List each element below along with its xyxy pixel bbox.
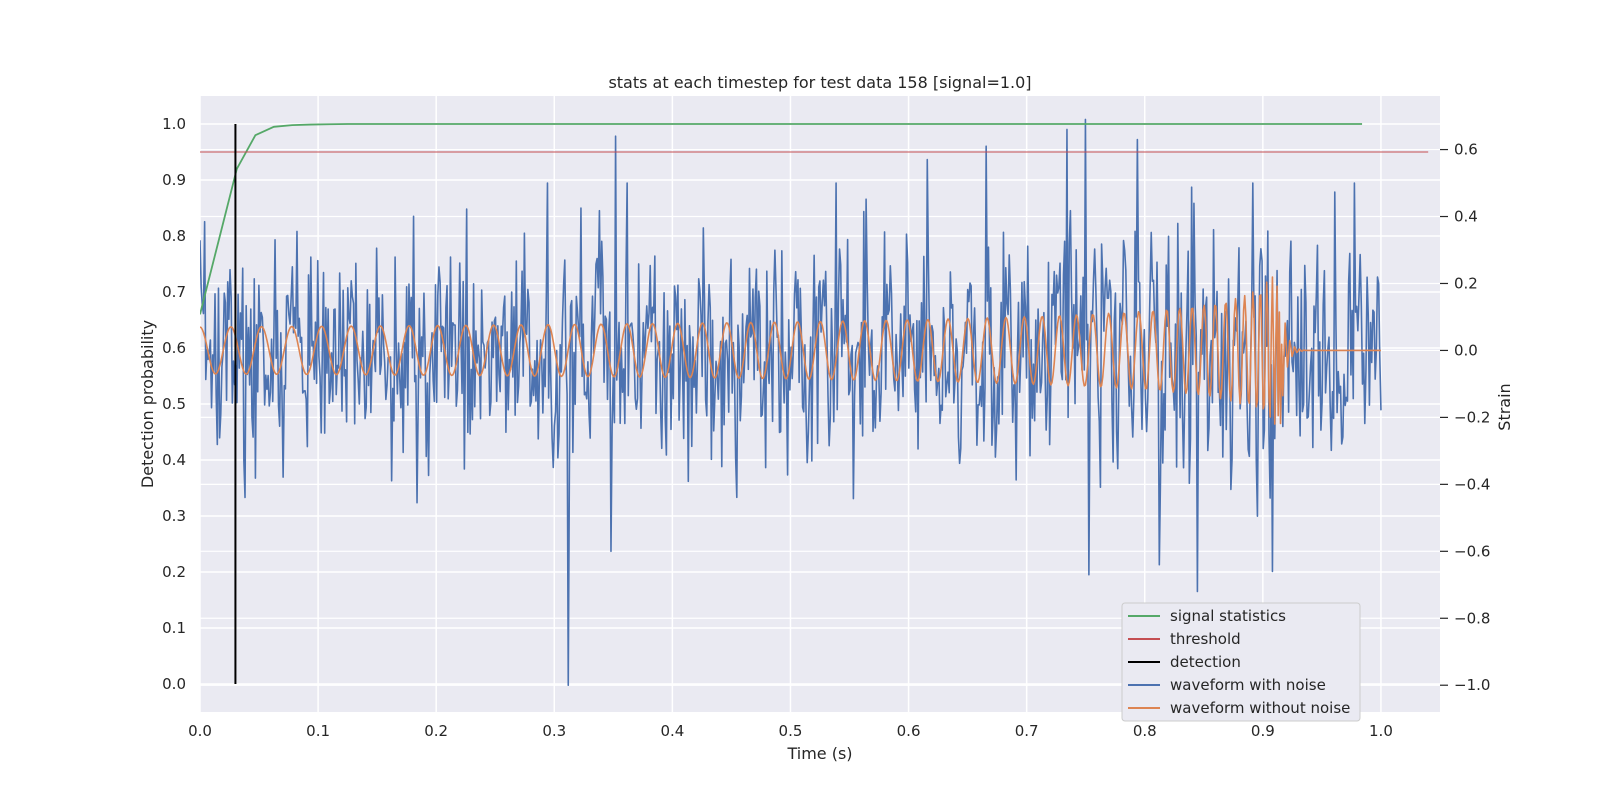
y-axis-label: Detection probability [138, 320, 157, 488]
x-tick-label: 0.8 [1133, 722, 1157, 740]
x-tick-label: 0.6 [897, 722, 921, 740]
legend-label-detection: detection [1170, 653, 1241, 671]
y-right-tick-label: 0.4 [1454, 208, 1478, 226]
legend-label-threshold: threshold [1170, 630, 1241, 648]
y-tick-label: 0.2 [162, 563, 186, 581]
series-waveform-without-noise [200, 276, 1381, 425]
x-tick-label: 0.7 [1015, 722, 1039, 740]
y-tick-label: 0.0 [162, 675, 186, 693]
y-right-tick-label: −0.6 [1454, 542, 1490, 560]
y-tick-label: 1.0 [162, 115, 186, 133]
y-right-tick-label: −0.8 [1454, 609, 1490, 627]
x-tick-label: 0.3 [542, 722, 566, 740]
y-right-tick-labels: −1.0 −0.8 −0.6 −0.4 −0.2 0.0 0.2 0.4 0.6 [1440, 141, 1490, 694]
x-tick-label: 0.1 [306, 722, 330, 740]
x-tick-label: 0.0 [188, 722, 212, 740]
y-right-axis-label: Strain [1495, 383, 1514, 430]
y-tick-label: 0.6 [162, 339, 186, 357]
y-tick-label: 0.7 [162, 283, 186, 301]
x-tick-label: 0.5 [779, 722, 803, 740]
series-signal-statistics [200, 123, 1363, 315]
series-layer [200, 118, 1429, 687]
y-right-tick-label: 0.6 [1454, 141, 1478, 159]
x-tick-label: 0.2 [424, 722, 448, 740]
y-right-tick-label: −0.2 [1454, 408, 1490, 426]
y-right-tick-label: −0.4 [1454, 475, 1490, 493]
legend-box [1121, 602, 1361, 722]
y-tick-labels: 0.0 0.1 0.2 0.3 0.4 0.5 0.6 0.7 0.8 0.9 1.0 [162, 115, 186, 693]
legend: signal statistics threshold detection wa… [1121, 602, 1361, 722]
x-tick-labels: 0.0 0.1 0.2 0.3 0.4 0.5 0.6 0.7 0.8 0.9 1.0 [188, 722, 1393, 740]
x-axis-label: Time (s) [786, 744, 852, 763]
x-tick-label: 0.4 [660, 722, 684, 740]
legend-label-waveform-with-noise: waveform with noise [1170, 676, 1326, 694]
y-tick-label: 0.8 [162, 227, 186, 245]
x-tick-label: 0.9 [1251, 722, 1275, 740]
y-right-tick-label: 0.2 [1454, 274, 1478, 292]
chart-title: stats at each timestep for test data 158… [608, 73, 1031, 92]
legend-label-waveform-without-noise: waveform without noise [1170, 699, 1350, 717]
y-right-tick-label: 0.0 [1454, 341, 1478, 359]
y-tick-label: 0.3 [162, 507, 186, 525]
y-tick-label: 0.1 [162, 619, 186, 637]
y-tick-label: 0.9 [162, 171, 186, 189]
y-tick-label: 0.5 [162, 395, 186, 413]
legend-label-signal-statistics: signal statistics [1170, 607, 1286, 625]
y-tick-label: 0.4 [162, 451, 186, 469]
y-right-tick-label: −1.0 [1454, 676, 1490, 694]
x-tick-label: 1.0 [1369, 722, 1393, 740]
